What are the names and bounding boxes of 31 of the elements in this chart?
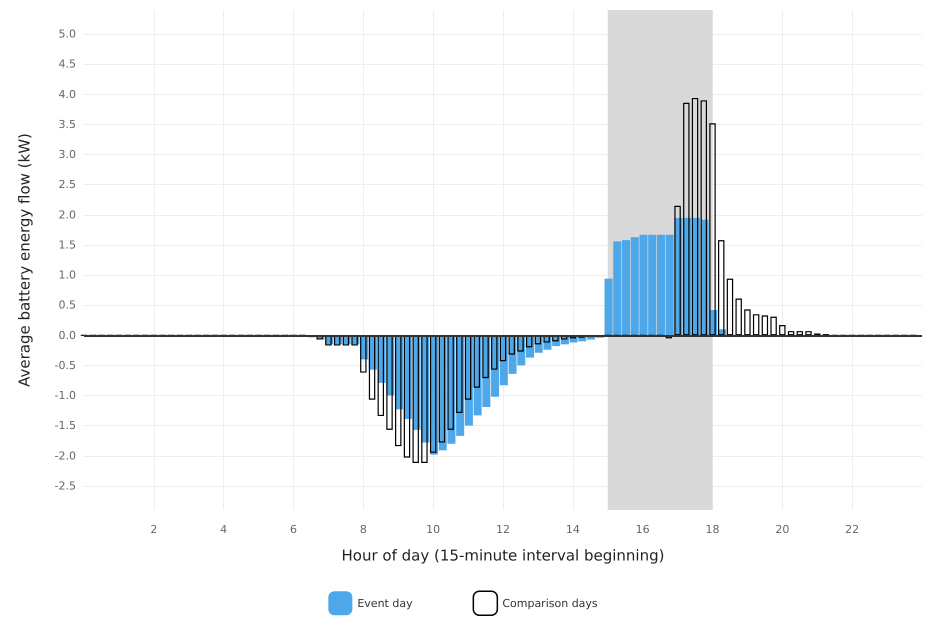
- x-tick-label: 12: [496, 523, 510, 536]
- y-tick-label: 0.0: [58, 328, 76, 342]
- x-axis-title: Hour of day (15-minute interval beginning): [342, 546, 664, 564]
- y-tick-label: 1.5: [58, 238, 76, 252]
- y-tick-label: 4.0: [58, 88, 76, 101]
- y-tick-label: 1.0: [58, 268, 76, 282]
- y-tick-label: 2.5: [58, 178, 76, 192]
- x-tick-label: 18: [706, 523, 720, 536]
- legend-label: Comparison days: [502, 596, 598, 610]
- y-tick-label: 5.0: [58, 28, 76, 41]
- y-tick-label: 4.5: [58, 58, 76, 71]
- y-tick-label: 2.0: [58, 208, 76, 222]
- y-tick-label: 0.5: [58, 298, 76, 312]
- y-tick-label: 3.5: [58, 118, 76, 131]
- y-tick-label: 3.0: [58, 148, 76, 162]
- x-tick-label: 2: [150, 523, 158, 536]
- y-axis-title: Average battery energy flow (kW): [16, 133, 34, 387]
- x-tick-label: 22: [845, 523, 860, 536]
- x-tick-label: 16: [636, 523, 650, 536]
- x-tick-label: 8: [360, 523, 367, 536]
- y-tick-label: -2.0: [54, 449, 76, 462]
- y-tick-label: -0.5: [54, 358, 76, 372]
- x-tick-label: 14: [566, 523, 580, 536]
- x-tick-label: 4: [220, 523, 228, 536]
- y-tick-label: -2.5: [54, 479, 76, 492]
- y-tick-label: -1.0: [54, 389, 76, 402]
- x-tick-label: 20: [775, 523, 790, 536]
- y-tick-label: -1.5: [54, 419, 76, 432]
- x-tick-label: 6: [290, 523, 297, 536]
- x-tick-label: 10: [426, 523, 440, 536]
- legend-label: Event day: [357, 596, 414, 610]
